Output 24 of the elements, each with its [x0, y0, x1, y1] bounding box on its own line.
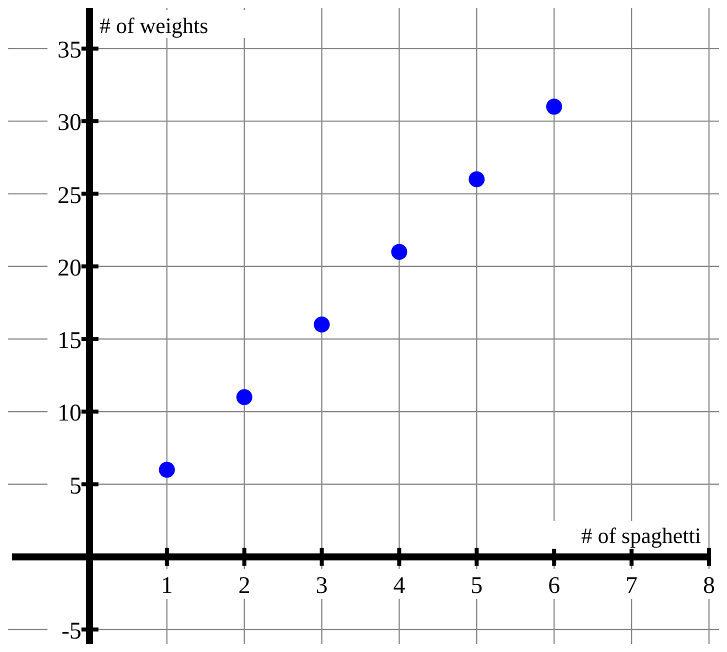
x-tick-label: 6: [548, 572, 560, 599]
x-tick-label: 5: [470, 572, 483, 599]
x-tick-label: 1: [160, 572, 173, 599]
y-axis-title: # of weights: [99, 13, 208, 38]
y-tick-label: 35: [57, 38, 82, 64]
x-tick-label: 2: [238, 572, 250, 599]
x-tick-label: 3: [316, 572, 328, 599]
y-tick-label: 5: [69, 473, 82, 500]
x-tick-label: 4: [393, 572, 406, 599]
point: [314, 316, 330, 332]
y-tick-label: 30: [57, 110, 82, 136]
point: [236, 389, 252, 406]
y-tick-label: 25: [57, 182, 82, 209]
point: [468, 171, 485, 188]
x-tick-label: 8: [703, 572, 715, 599]
y-tick-label: -5: [61, 618, 82, 644]
y-tick-label: 15: [57, 328, 82, 354]
point: [546, 98, 562, 115]
x-tick-label: 7: [626, 572, 638, 599]
point: [158, 462, 175, 478]
y-tick-label: 10: [57, 400, 82, 427]
x-axis-title: # of spaghetti: [581, 522, 701, 548]
point: [391, 244, 408, 260]
y-tick-label: 20: [57, 255, 82, 282]
